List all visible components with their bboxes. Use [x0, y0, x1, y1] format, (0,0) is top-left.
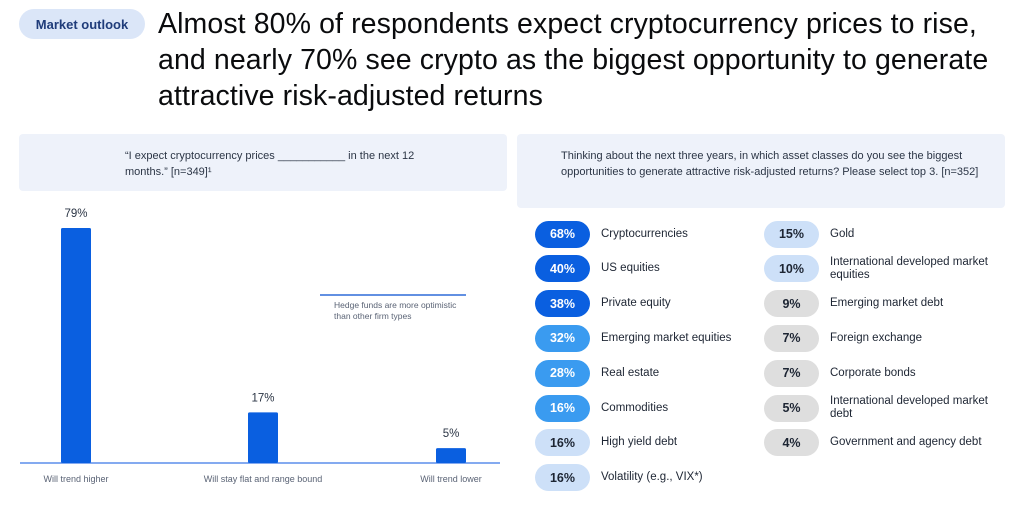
percent-pill: 16%: [535, 464, 590, 492]
bar-value-label: 5%: [443, 428, 460, 440]
asset-class-label: High yield debt: [601, 436, 678, 449]
percent-pill: 16%: [535, 429, 590, 457]
asset-row: 4% Government and agency debt: [764, 429, 1004, 457]
asset-class-label: Emerging market debt: [830, 297, 944, 310]
left-question-text: “I expect cryptocurrency prices ________…: [125, 150, 415, 178]
category-label: Will trend lower: [420, 474, 482, 484]
asset-class-label: Cryptocurrencies: [601, 227, 688, 240]
asset-class-label: International developed market debt: [830, 395, 988, 420]
bar-value-label: 79%: [64, 208, 87, 220]
asset-row: 68% Cryptocurrencies: [535, 220, 755, 248]
asset-class-label: US equities: [601, 262, 660, 275]
percent-pill: 7%: [764, 324, 819, 352]
asset-class-label: Gold: [830, 227, 855, 240]
bar: [436, 448, 466, 463]
percent-pill: 5%: [764, 394, 819, 422]
left-question-box: “I expect cryptocurrency prices ________…: [19, 134, 507, 191]
percent-pill: 15%: [764, 220, 819, 248]
asset-row: 28% Real estate: [535, 359, 755, 387]
percent-pill: 4%: [764, 429, 819, 457]
asset-class-label: Commodities: [601, 401, 669, 414]
asset-row: 7% Corporate bonds: [764, 359, 1004, 387]
asset-row: 40% US equities: [535, 255, 755, 283]
asset-row: 10% International developed market equiti…: [764, 255, 1004, 283]
asset-class-label: Real estate: [601, 366, 660, 379]
bar: [248, 412, 278, 463]
percent-pill: 38%: [535, 290, 590, 318]
asset-class-label: Volatility (e.g., VIX*): [601, 471, 703, 484]
asset-row: 38% Private equity: [535, 290, 755, 318]
asset-row: 5% International developed market debt: [764, 394, 1004, 422]
annotation-line-text: Hedge funds are more optimistic: [334, 300, 457, 310]
asset-class-label: Foreign exchange: [830, 331, 923, 344]
asset-class-label: Private equity: [601, 297, 671, 310]
annotation-text: Hedge funds are more optimistic than othe…: [334, 300, 457, 321]
right-question-box: Thinking about the next three years, in …: [517, 134, 1005, 208]
percent-pill: 32%: [535, 324, 590, 352]
price-expectation-chart: Hedge funds are more optimistic than othe…: [20, 208, 500, 484]
bar-value-label: 17%: [251, 392, 274, 404]
percent-pill: 16%: [535, 394, 590, 422]
asset-row: 15% Gold: [764, 220, 1004, 248]
percent-pill: 68%: [535, 220, 590, 248]
asset-class-label: International developed market equities: [830, 255, 988, 281]
asset-row: 16% Commodities: [535, 394, 755, 422]
annotation-line-text: than other firm types: [334, 311, 411, 321]
asset-class-label: Government and agency debt: [830, 436, 982, 449]
asset-row: 16% Volatility (e.g., VIX*): [535, 464, 755, 492]
asset-row: 9% Emerging market debt: [764, 290, 1004, 318]
percent-pill: 40%: [535, 255, 590, 283]
section-tag: Market outlook: [19, 9, 145, 39]
asset-row: 32% Emerging market equities: [535, 324, 755, 352]
percent-pill: 28%: [535, 359, 590, 387]
bar: [61, 228, 91, 463]
page-headline: Almost 80% of respondents expect cryptoc…: [158, 8, 989, 112]
asset-row: 16% High yield debt: [535, 429, 755, 457]
percent-pill: 10%: [764, 255, 819, 283]
percent-pill: 9%: [764, 290, 819, 318]
category-label: Will trend higher: [43, 474, 108, 484]
right-question-text: Thinking about the next three years, in …: [561, 150, 979, 178]
asset-class-label: Emerging market equities: [601, 331, 732, 344]
category-label: Will stay flat and range bound: [204, 474, 323, 484]
asset-class-label: Corporate bonds: [830, 366, 916, 379]
percent-pill: 7%: [764, 359, 819, 387]
asset-row: 7% Foreign exchange: [764, 324, 1004, 352]
bars-group: 79% Will trend higher 17% Will stay flat an…: [43, 208, 481, 484]
